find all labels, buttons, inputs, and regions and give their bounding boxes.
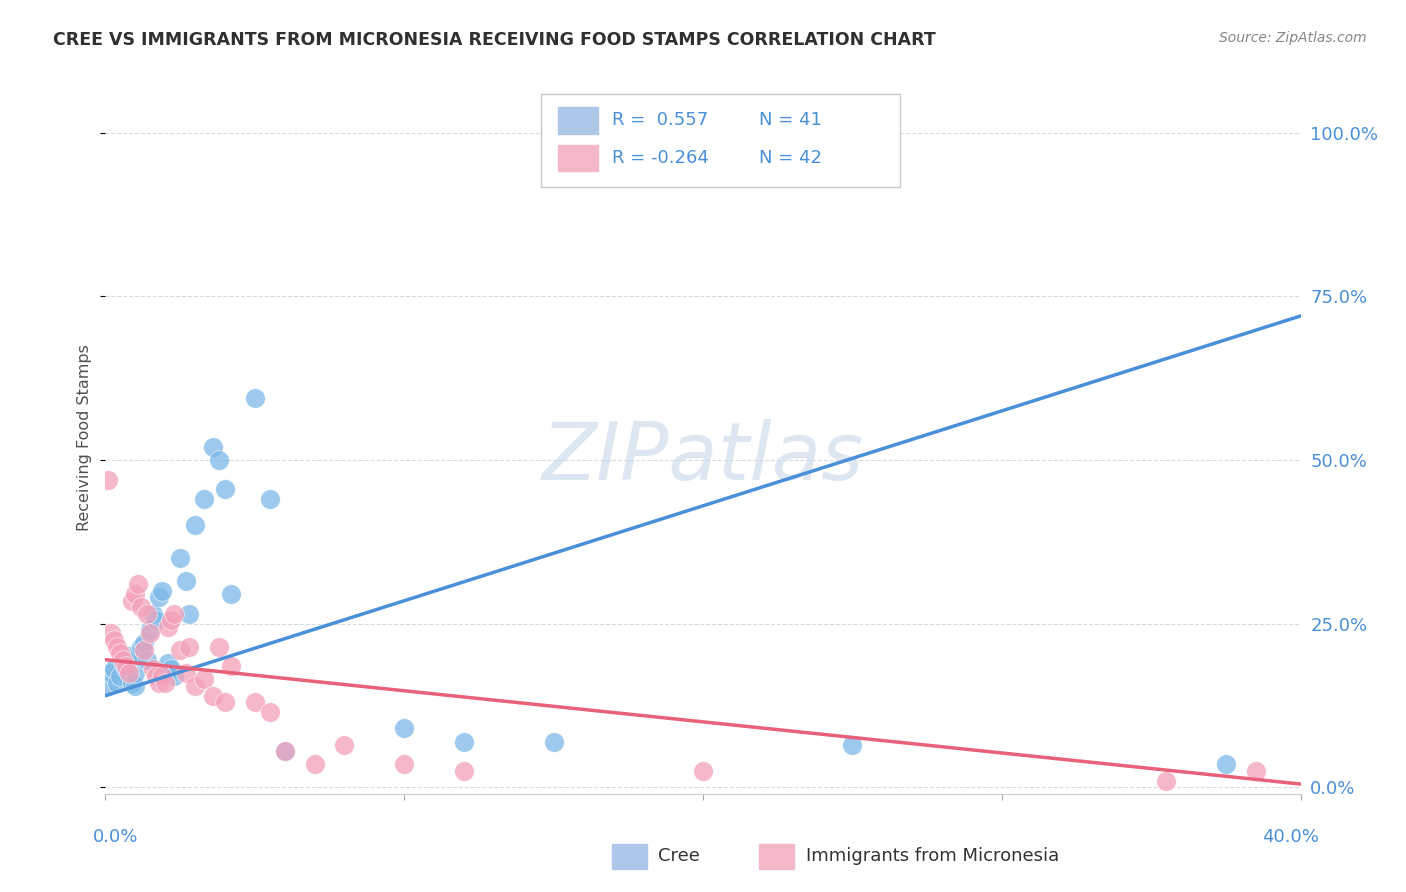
Point: [103, 663, 125, 677]
Point: [121, 593, 143, 607]
Point: [841, 738, 863, 752]
Point: [157, 620, 180, 634]
Point: [118, 649, 141, 664]
Point: [214, 695, 236, 709]
Point: [208, 640, 231, 654]
Point: [333, 738, 356, 752]
Point: [107, 675, 129, 690]
Point: [142, 607, 165, 621]
Point: [219, 659, 242, 673]
Point: [177, 607, 201, 621]
Text: Immigrants from Micronesia: Immigrants from Micronesia: [806, 847, 1059, 865]
Point: [139, 626, 162, 640]
Point: [136, 607, 159, 621]
Point: [97, 679, 120, 693]
Point: [127, 649, 149, 664]
Point: [219, 587, 242, 601]
Point: [112, 653, 135, 667]
Point: [148, 591, 170, 605]
Point: [394, 757, 416, 772]
Point: [163, 669, 186, 683]
Point: [193, 492, 215, 507]
Point: [136, 653, 159, 667]
Text: 0.0%: 0.0%: [93, 828, 138, 846]
Point: [1215, 757, 1237, 772]
Point: [124, 587, 146, 601]
Point: [184, 518, 207, 533]
Point: [100, 665, 122, 680]
Point: [107, 640, 129, 654]
Point: [110, 646, 132, 660]
Point: [160, 663, 183, 677]
Text: N = 42: N = 42: [759, 149, 823, 167]
Point: [273, 744, 295, 758]
Point: [1154, 773, 1177, 788]
Text: 40.0%: 40.0%: [1263, 828, 1319, 846]
Point: [202, 440, 225, 454]
Point: [139, 624, 162, 638]
Point: [100, 626, 122, 640]
Point: [304, 757, 326, 772]
Point: [160, 614, 183, 628]
Text: N = 41: N = 41: [759, 112, 823, 129]
Point: [259, 492, 281, 507]
Point: [115, 659, 138, 673]
Point: [145, 669, 167, 683]
Point: [127, 577, 149, 591]
Point: [169, 551, 191, 566]
Point: [1244, 764, 1267, 778]
Point: [145, 614, 167, 628]
Point: [150, 583, 173, 598]
Point: [157, 656, 180, 670]
Point: [543, 734, 565, 748]
Point: [155, 665, 177, 680]
Point: [243, 695, 266, 709]
Point: [134, 636, 156, 650]
Point: [124, 665, 146, 680]
Point: [155, 675, 177, 690]
Point: [394, 722, 416, 736]
Point: [129, 600, 153, 615]
Point: [124, 679, 146, 693]
Point: [129, 640, 153, 654]
Point: [453, 764, 475, 778]
Point: [112, 656, 135, 670]
Point: [163, 607, 186, 621]
Point: [97, 473, 120, 487]
Point: [273, 744, 295, 758]
Point: [174, 665, 197, 680]
Point: [692, 764, 714, 778]
Text: CREE VS IMMIGRANTS FROM MICRONESIA RECEIVING FOOD STAMPS CORRELATION CHART: CREE VS IMMIGRANTS FROM MICRONESIA RECEI…: [53, 31, 936, 49]
Point: [118, 665, 141, 680]
Point: [193, 673, 215, 687]
Text: Cree: Cree: [658, 847, 700, 865]
Point: [214, 483, 236, 497]
Text: R = -0.264: R = -0.264: [612, 149, 709, 167]
Point: [202, 689, 225, 703]
Point: [243, 391, 266, 405]
Point: [134, 643, 156, 657]
Point: [184, 679, 207, 693]
Point: [110, 669, 132, 683]
Point: [453, 734, 475, 748]
Point: [177, 640, 201, 654]
Text: ZIPatlas: ZIPatlas: [541, 419, 865, 498]
Point: [150, 669, 173, 683]
Point: [121, 675, 143, 690]
Y-axis label: Receiving Food Stamps: Receiving Food Stamps: [77, 343, 93, 531]
Point: [115, 663, 138, 677]
Point: [208, 453, 231, 467]
Text: R =  0.557: R = 0.557: [612, 112, 707, 129]
Point: [174, 574, 197, 588]
Point: [259, 705, 281, 719]
Point: [142, 663, 165, 677]
Point: [169, 643, 191, 657]
Point: [103, 633, 125, 648]
Point: [148, 675, 170, 690]
Text: Source: ZipAtlas.com: Source: ZipAtlas.com: [1219, 31, 1367, 45]
